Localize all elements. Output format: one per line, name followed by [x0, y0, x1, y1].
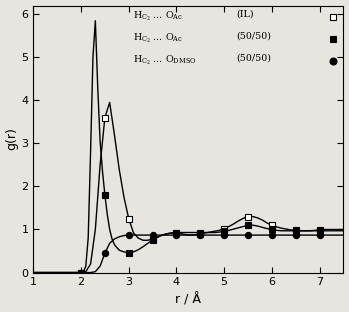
X-axis label: r / Å: r / Å: [176, 293, 201, 306]
Text: $\mathregular{H_{C_2}}$ ... $\mathregular{O_{Ac}}$: $\mathregular{H_{C_2}}$ ... $\mathregula…: [133, 10, 183, 23]
Text: (IL): (IL): [237, 10, 254, 18]
Text: (50/50): (50/50): [237, 53, 272, 62]
Text: $\mathregular{H_{C_2}}$ ... $\mathregular{O_{Ac}}$: $\mathregular{H_{C_2}}$ ... $\mathregula…: [133, 32, 183, 45]
Text: (50/50): (50/50): [237, 32, 272, 41]
Y-axis label: g(r): g(r): [6, 128, 18, 150]
Text: $\mathregular{H_{C_2}}$ ... $\mathregular{O_{DMSO}}$: $\mathregular{H_{C_2}}$ ... $\mathregula…: [133, 53, 196, 67]
